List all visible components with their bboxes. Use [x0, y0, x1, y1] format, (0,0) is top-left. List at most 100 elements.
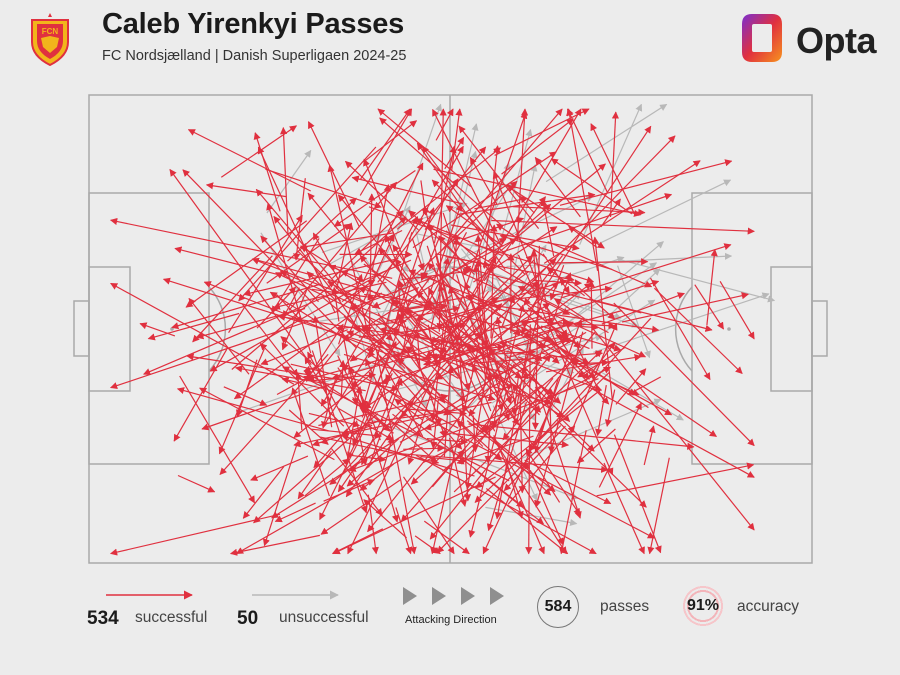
successful-pass-arrow [274, 502, 316, 523]
successful-pass-arrow [281, 289, 308, 351]
successful-pass-arrow [627, 376, 662, 396]
successful-pass-arrow [550, 158, 633, 215]
successful-pass-arrow [506, 337, 569, 359]
successful-pass-arrow [205, 182, 287, 198]
successful-pass-arrow [185, 220, 308, 308]
successful-pass-arrow [558, 430, 587, 555]
header: FCN Caleb Yirenkyi Passes FC Nordsjællan… [0, 0, 900, 80]
successful-pass-arrow [615, 368, 647, 405]
successful-pass-arrow [109, 217, 393, 279]
successful-pass-arrow [109, 513, 281, 556]
successful-pass-arrow [472, 264, 486, 379]
successful-pass-arrow [577, 346, 626, 378]
successful-pass-arrow [171, 283, 322, 330]
successful-pass-arrow [319, 373, 393, 521]
successful-pass-arrow [459, 349, 497, 364]
successful-pass-arrow [540, 198, 555, 257]
successful-pass-arrow [512, 321, 562, 336]
successful-pass-arrow [203, 281, 389, 355]
successful-pass-arrow [337, 194, 457, 341]
successful-pass-arrow [547, 405, 555, 454]
unsuccessful-pass-arrow [518, 244, 547, 293]
successful-pass-arrow [517, 356, 603, 392]
successful-pass-arrow [542, 253, 570, 294]
successful-pass-arrow [322, 296, 531, 470]
successful-pass-arrow [288, 409, 329, 445]
successful-pass-arrow [471, 415, 479, 453]
successful-pass-arrow [359, 463, 395, 491]
successful-pass-arrow [250, 455, 309, 481]
page-title: Caleb Yirenkyi Passes [102, 8, 405, 40]
successful-pass-arrow [308, 412, 361, 428]
successful-pass-arrow [410, 435, 464, 485]
opta-logo-icon [742, 14, 782, 62]
successful-pass-arrow [576, 428, 616, 464]
successful-pass-arrow [318, 393, 449, 427]
successful-pass-arrow [336, 222, 354, 290]
unsuccessful-pass-arrow [485, 506, 578, 527]
right-penalty-arc [674, 286, 693, 372]
successful-pass-arrow [253, 413, 379, 524]
unsuccessful-arrow-icon [252, 590, 339, 600]
successful-pass-arrow [321, 378, 337, 429]
successful-pass-arrow [401, 317, 447, 438]
unsuccessful-pass-arrow [609, 268, 661, 316]
successful-pass-arrow [271, 356, 529, 519]
successful-pass-arrow [439, 321, 448, 355]
successful-pass-arrow [385, 232, 468, 383]
successful-pass-arrow [451, 108, 463, 171]
successful-pass-arrow [323, 345, 374, 426]
right-penalty-spot [727, 327, 731, 331]
successful-pass-arrow [378, 392, 524, 508]
successful-pass-arrow [520, 331, 673, 416]
successful-pass-arrow [355, 420, 368, 466]
successful-pass-arrow [176, 387, 329, 432]
successful-pass-arrow [363, 499, 407, 539]
successful-pass-arrow [422, 205, 450, 305]
successful-pass-arrow [282, 287, 300, 319]
successful-pass-arrow [394, 258, 419, 291]
successful-pass-arrow [401, 322, 445, 337]
successful-pass-arrow [414, 535, 441, 555]
successful-pass-arrow [438, 108, 447, 332]
successful-pass-arrow [468, 385, 492, 417]
successful-pass-arrow [429, 319, 445, 422]
successful-pass-arrow [481, 264, 494, 299]
successful-pass-arrow [530, 249, 539, 297]
successful-pass-arrow [262, 441, 299, 547]
successful-pass-arrow [613, 434, 662, 554]
successful-pass-arrow [188, 297, 250, 375]
successful-pass-arrow [595, 384, 607, 437]
successful-pass-arrow [432, 108, 501, 245]
successful-pass-arrow [431, 449, 465, 488]
successful-pass-arrow [592, 328, 755, 531]
successful-pass-arrow [192, 255, 273, 343]
successful-pass-arrow [299, 232, 395, 251]
successful-pass-arrow [456, 435, 534, 465]
successful-pass-arrow [333, 170, 416, 227]
successful-pass-arrow [360, 108, 411, 180]
successful-pass-arrow [499, 234, 613, 271]
successful-pass-arrow [177, 474, 216, 493]
successful-pass-arrow [471, 363, 492, 412]
direction-arrow-icon [490, 587, 504, 605]
successful-pass-arrow [613, 302, 755, 447]
successful-pass-arrow [110, 282, 295, 385]
successful-pass-arrow [331, 528, 384, 555]
successful-pass-arrow [449, 437, 468, 507]
successful-pass-arrow [241, 303, 299, 377]
successful-pass-arrow [566, 108, 608, 193]
successful-pass-arrow [447, 279, 568, 318]
successful-pass-arrow [307, 192, 348, 241]
successful-pass-arrow [275, 272, 509, 385]
successful-pass-arrow [339, 359, 347, 397]
successful-pass-arrow [453, 290, 590, 364]
successful-pass-arrow [349, 233, 395, 332]
unsuccessful-count: 50 [237, 608, 259, 629]
successful-pass-arrow [543, 160, 701, 264]
successful-pass-arrow [521, 284, 544, 335]
successful-pass-arrow [352, 397, 391, 432]
successful-pass-arrow [493, 303, 551, 339]
direction-arrow-icon [403, 587, 417, 605]
successful-pass-arrow [320, 479, 401, 535]
